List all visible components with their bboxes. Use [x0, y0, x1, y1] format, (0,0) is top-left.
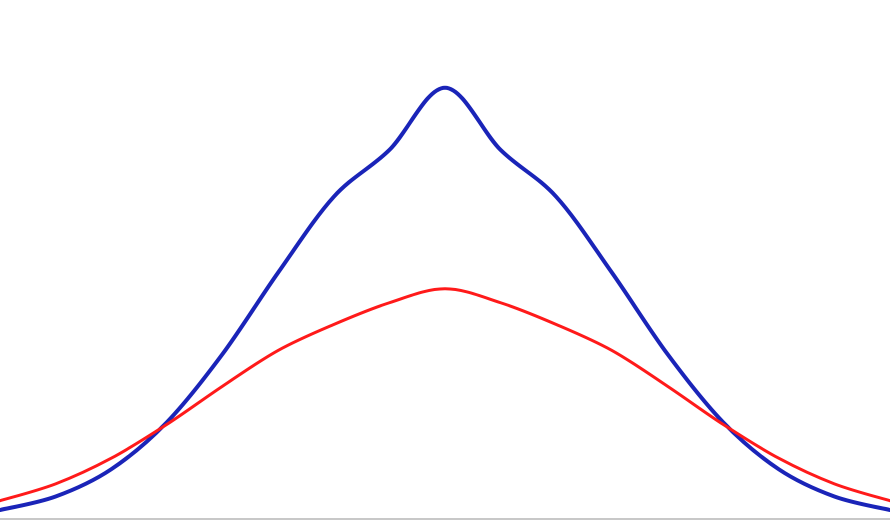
series-line-2: [0, 287, 890, 503]
series-layer: [0, 85, 890, 513]
series-line-1: [0, 85, 890, 513]
